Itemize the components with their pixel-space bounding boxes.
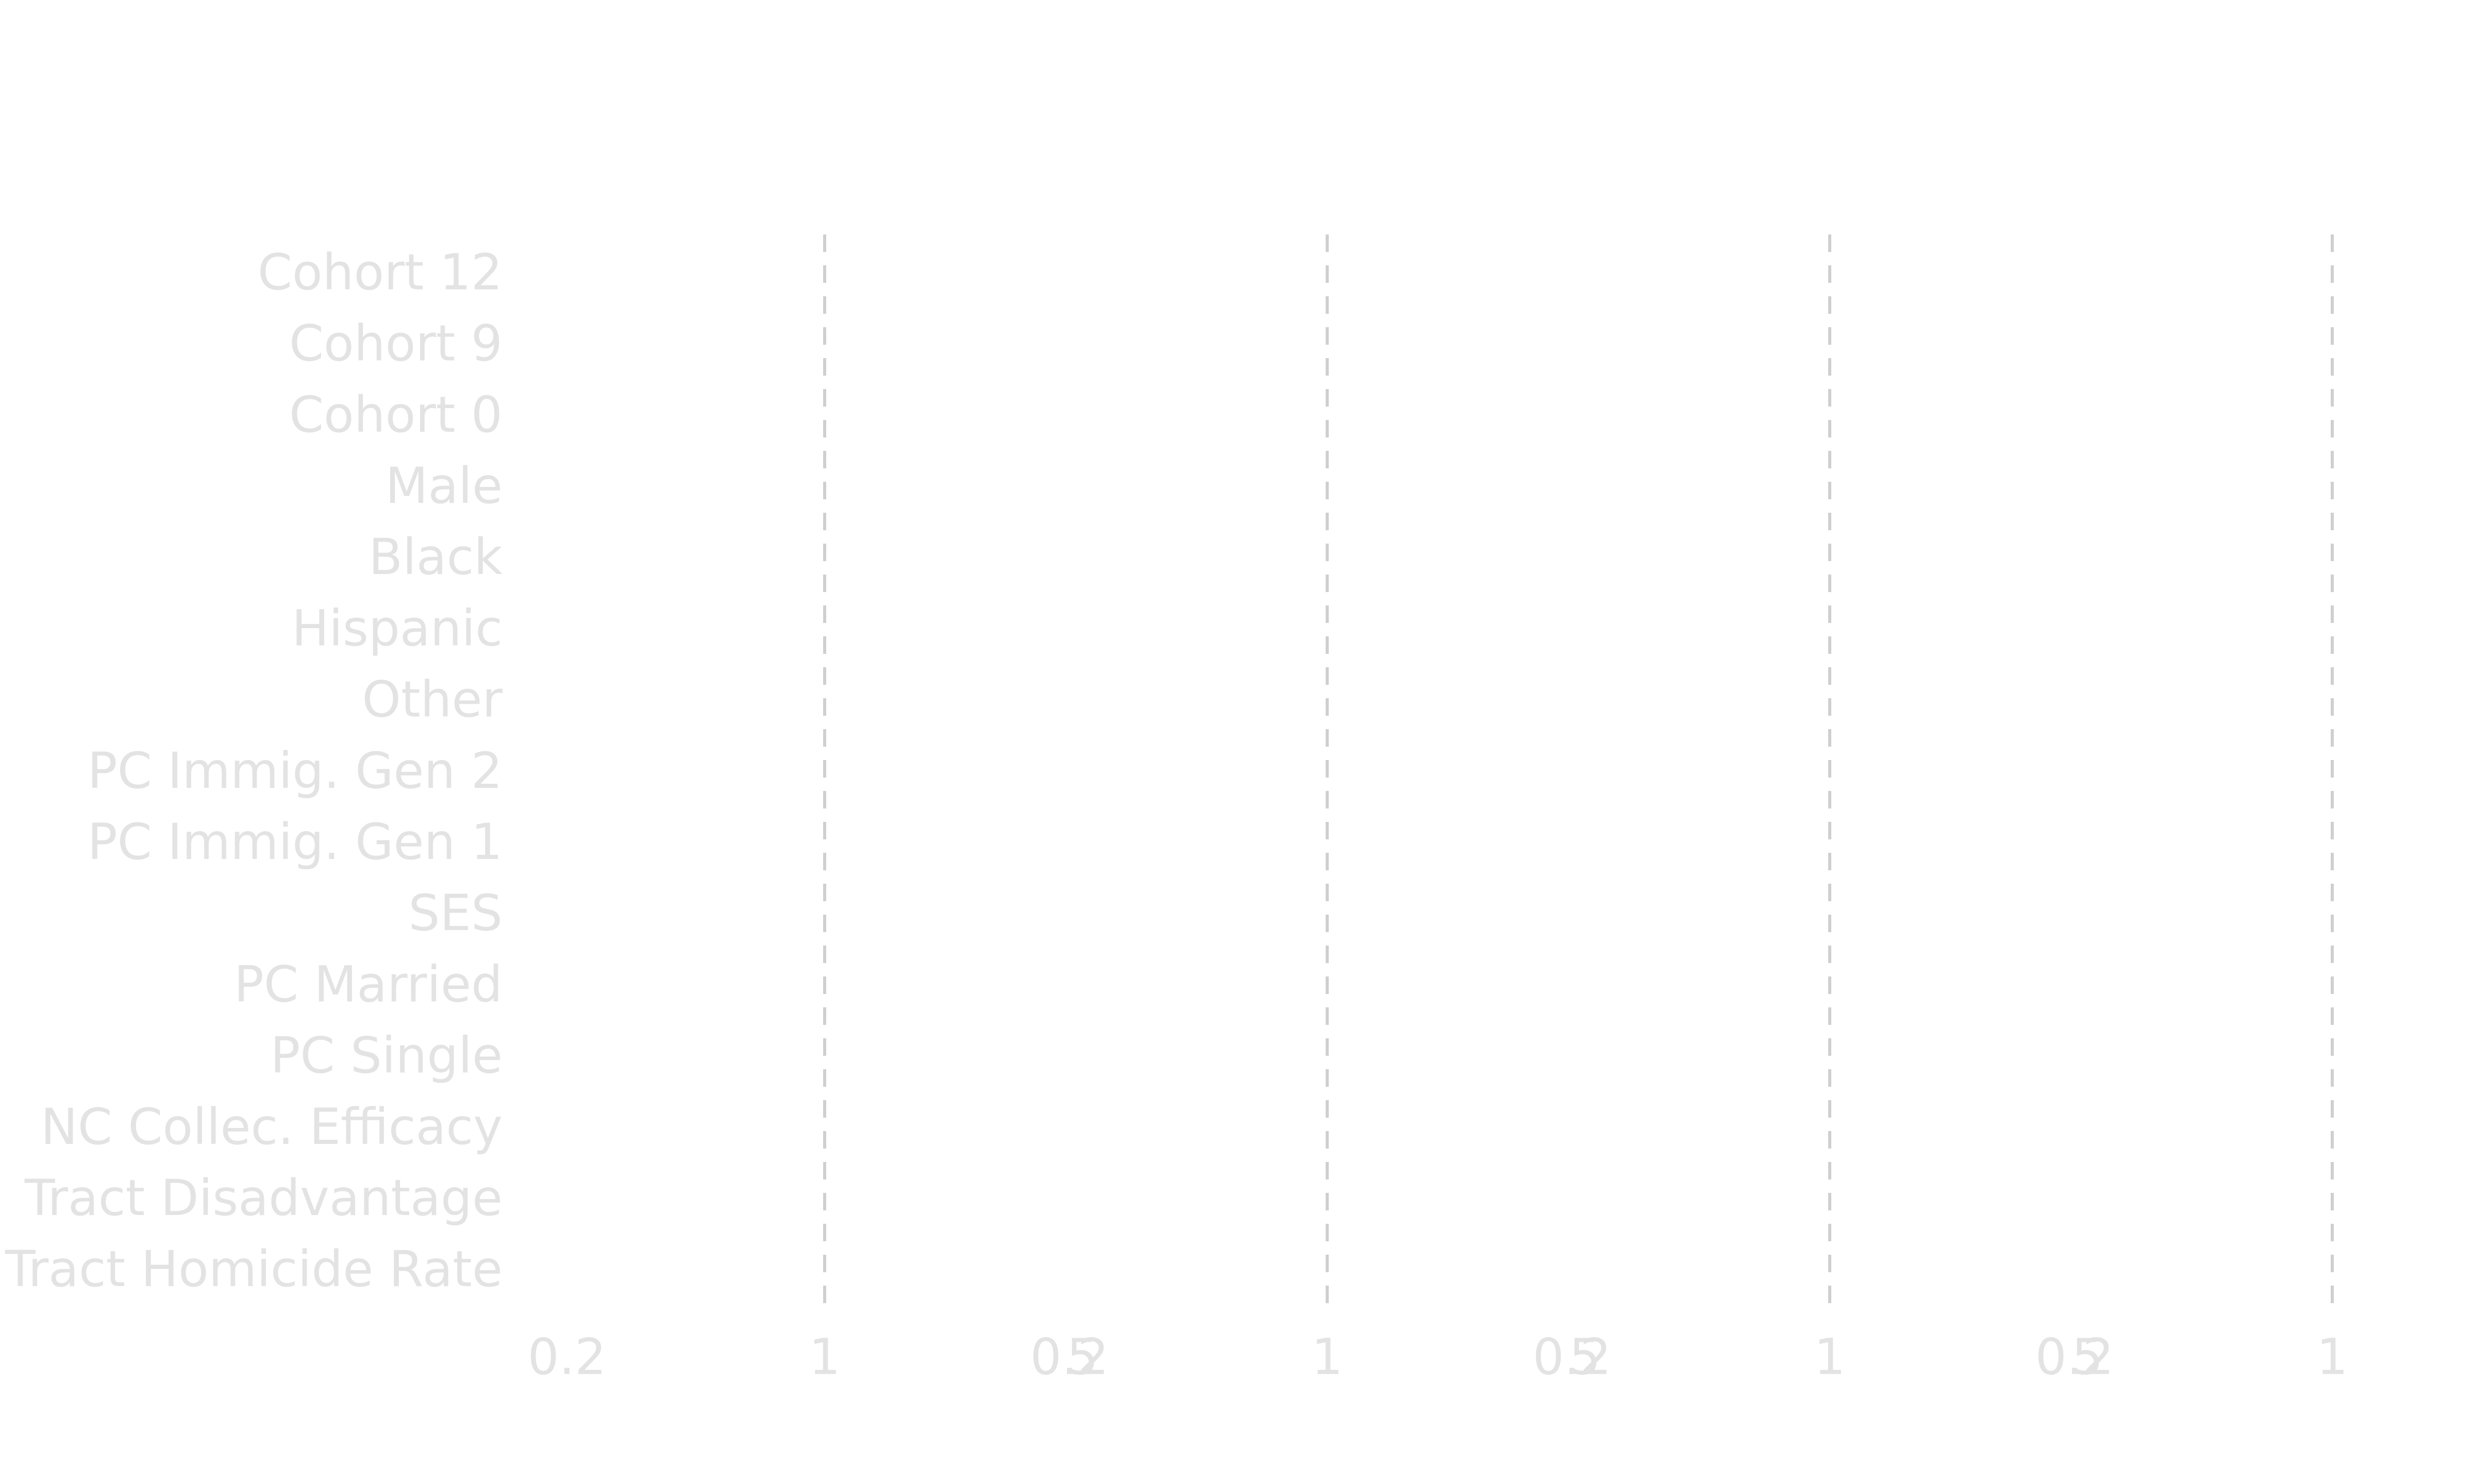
x-tick-label: 0.2 (1030, 1328, 1109, 1386)
row-label: Cohort 12 (258, 243, 503, 301)
row-labels: Cohort 12 Cohort 9 Cohort 0 Male Black Hispan… (5, 243, 503, 1298)
row-label: PC Married (234, 955, 503, 1013)
x-tick-label: 5 (1066, 1328, 1098, 1386)
row-label: PC Single (270, 1027, 503, 1085)
row-label: NC Collec. Efficacy (41, 1098, 503, 1156)
row-label: PC Immig. Gen 2 (88, 742, 503, 800)
x-tick-label: 1 (1814, 1328, 1845, 1386)
row-label: Black (369, 528, 503, 586)
x-tick-label: 1 (809, 1328, 840, 1386)
x-tick-label: 5 (2071, 1328, 2103, 1386)
x-tick-label: 0.2 (2035, 1328, 2114, 1386)
row-label: Cohort 9 (289, 315, 503, 373)
row-label: PC Immig. Gen 1 (88, 813, 503, 871)
row-label: Hispanic (292, 599, 503, 657)
row-label: Other (362, 671, 503, 729)
row-label: Tract Homicide Rate (5, 1240, 503, 1298)
row-label: Cohort 0 (289, 386, 503, 444)
x-tick-label: 1 (2316, 1328, 2348, 1386)
x-tick-label: 0.2 (1533, 1328, 1612, 1386)
row-label: Male (386, 457, 503, 515)
x-tick-label: 1 (1311, 1328, 1343, 1386)
row-label: SES (408, 884, 503, 942)
row-label: Tract Disadvantage (24, 1169, 503, 1227)
x-tick-label: 5 (1569, 1328, 1600, 1386)
x-tick-label: 0.2 (528, 1328, 607, 1386)
reference-lines (823, 234, 2334, 1317)
